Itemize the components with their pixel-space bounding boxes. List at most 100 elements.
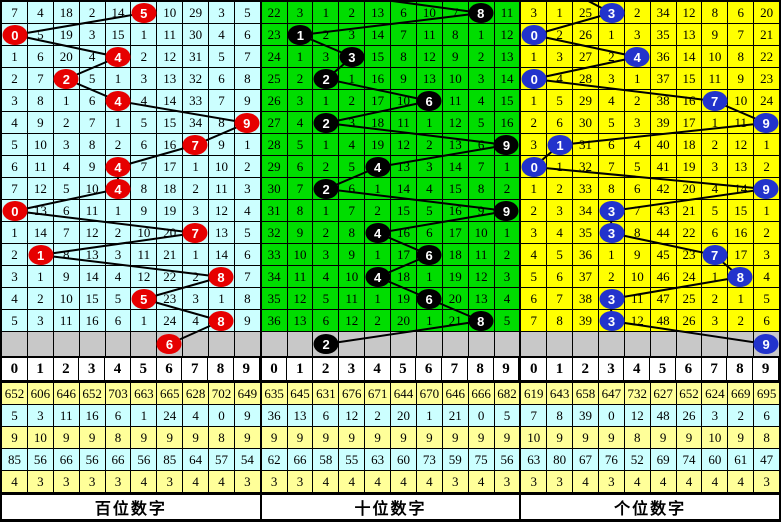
- stats-cell: 2: [365, 405, 392, 427]
- stats-cell: 9: [494, 427, 520, 449]
- miss-count-cell: 3: [624, 112, 651, 134]
- miss-count-cell: 5: [754, 288, 780, 310]
- miss-count-cell: 2: [339, 90, 366, 112]
- trend-line-svg: [14, 12, 251, 345]
- miss-count-cell: 5: [287, 134, 314, 156]
- trend-ball: 9: [753, 179, 779, 199]
- miss-count-cell: 7: [234, 266, 260, 288]
- miss-count-cell: 36: [573, 244, 599, 266]
- trend-row: 114712210207135: [2, 222, 260, 244]
- trend-ball: 3: [339, 47, 365, 67]
- miss-count-cell: 30: [183, 24, 209, 46]
- miss-count-cell: 6: [702, 222, 729, 244]
- miss-count-cell: 12: [391, 134, 417, 156]
- digit-header-cell: 5: [131, 358, 157, 380]
- miss-count-cell: 1: [547, 156, 574, 178]
- miss-count-cell: 48: [650, 310, 677, 332]
- miss-count-cell: 1: [365, 178, 392, 200]
- miss-count-cell: 6: [209, 68, 235, 90]
- trend-ball: 8: [468, 3, 494, 23]
- pending-cell: [80, 332, 106, 356]
- trend-row: 492715153489: [2, 112, 260, 134]
- miss-count-cell: 5: [209, 46, 235, 68]
- stats-cell: 9: [287, 427, 314, 449]
- trend-row: 361361222012185: [261, 310, 520, 332]
- miss-count-cell: 25: [261, 68, 288, 90]
- trend-ball: 1: [547, 135, 573, 155]
- miss-count-cell: 2: [183, 266, 209, 288]
- miss-count-cell: 2: [2, 244, 28, 266]
- stats-cell: 9: [157, 427, 184, 449]
- miss-count-cell: 2: [468, 46, 495, 68]
- miss-count-cell: 9: [442, 46, 469, 68]
- miss-count-cell: 2: [521, 200, 548, 222]
- trend-row: 3411410418119123: [261, 266, 520, 288]
- miss-count-cell: 18: [442, 244, 469, 266]
- stats-cell: 1: [416, 405, 443, 427]
- miss-count-cell: 8: [339, 222, 366, 244]
- pending-cell: [573, 332, 599, 356]
- miss-count-cell: 20: [53, 46, 80, 68]
- miss-count-cell: 5: [27, 24, 54, 46]
- miss-count-cell: 4: [702, 178, 729, 200]
- pending-cell: [547, 332, 574, 356]
- miss-count-cell: 8: [27, 90, 54, 112]
- trend-ball: 9: [753, 334, 779, 354]
- miss-count-cell: 1: [521, 178, 548, 200]
- miss-count-cell: 12: [209, 200, 235, 222]
- trend-ball: 0: [2, 201, 28, 221]
- miss-count-cell: 8: [547, 310, 574, 332]
- stats-cell: 85: [157, 449, 184, 471]
- miss-count-cell: 4: [339, 134, 366, 156]
- miss-count-cell: 1: [131, 310, 158, 332]
- miss-count-cell: 2: [287, 68, 314, 90]
- stats-cell: 631: [313, 383, 340, 405]
- miss-count-cell: 18: [676, 134, 703, 156]
- digit-header-cell: 8: [208, 358, 234, 380]
- pending-cell: [54, 332, 80, 356]
- trend-line-svg: [531, 2, 771, 345]
- tens-panel: 2231213610781123123147118112241331581292…: [261, 2, 520, 519]
- miss-count-cell: 3: [313, 244, 340, 266]
- miss-count-cell: 11: [53, 310, 80, 332]
- miss-count-cell: 4: [598, 90, 625, 112]
- miss-count-cell: 4: [416, 178, 443, 200]
- stats-cell: 666: [468, 383, 495, 405]
- stats-cell: 635: [261, 383, 288, 405]
- miss-count-cell: 16: [676, 90, 703, 112]
- miss-count-cell: 5: [2, 134, 28, 156]
- miss-count-cell: 8: [287, 200, 314, 222]
- stats-cell: 36: [261, 405, 288, 427]
- stats-cell: 9: [416, 427, 443, 449]
- miss-count-cell: 12: [494, 24, 520, 46]
- miss-count-cell: 24: [676, 266, 703, 288]
- miss-count-cell: 9: [27, 112, 54, 134]
- stats-cell: 13: [287, 405, 314, 427]
- stats-cell: 61: [728, 449, 755, 471]
- miss-count-cell: 2: [754, 156, 780, 178]
- trend-row: 12338642204149: [521, 178, 780, 200]
- trend-ball: 4: [105, 91, 131, 111]
- miss-count-cell: 32: [573, 156, 599, 178]
- miss-count-cell: 4: [547, 68, 574, 90]
- miss-count-cell: 42: [650, 178, 677, 200]
- miss-count-cell: 43: [650, 200, 677, 222]
- miss-count-cell: 15: [494, 90, 520, 112]
- trend-ball: 1: [287, 25, 313, 45]
- miss-count-cell: 8: [234, 68, 260, 90]
- miss-count-cell: 2: [2, 68, 28, 90]
- stats-cell: 2: [728, 405, 755, 427]
- stats-cell: 0: [598, 405, 625, 427]
- miss-count-cell: 7: [209, 90, 235, 112]
- miss-count-cell: 3: [53, 134, 80, 156]
- miss-count-cell: 8: [234, 288, 260, 310]
- stats-cell: 8: [624, 427, 651, 449]
- miss-count-cell: 2: [313, 222, 340, 244]
- miss-count-cell: 1: [27, 266, 54, 288]
- miss-count-cell: 46: [650, 266, 677, 288]
- stats-cell: 676: [339, 383, 366, 405]
- miss-count-cell: 9: [234, 310, 260, 332]
- miss-count-cell: 1: [598, 24, 625, 46]
- miss-count-cell: 11: [79, 200, 106, 222]
